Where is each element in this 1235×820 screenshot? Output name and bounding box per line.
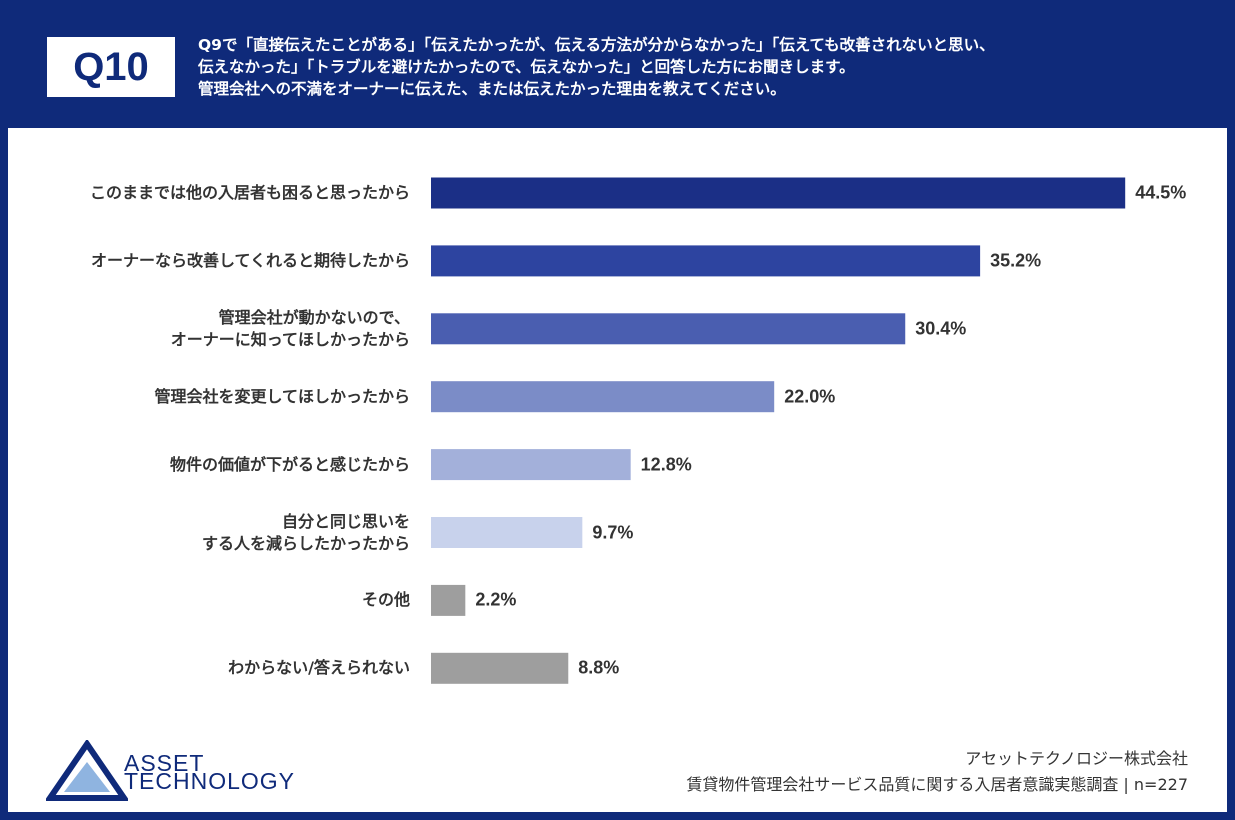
bar [431,381,775,413]
value-label: 12.8% [640,454,692,475]
value-label: 44.5% [1135,182,1187,203]
survey: 賃貸物件管理会社サービス品質に関する入居者意識実態調査 | n=227 [686,775,1188,794]
category-label: 物件の価値が下がると感じたから [169,454,410,474]
category-label: オーナーなら改善してくれると期待したから [90,250,410,270]
logo-text: TECHNOLOGY [124,768,296,794]
logo-mark [46,740,128,801]
value-label: 2.2% [475,589,517,610]
question-number: Q10 [47,37,175,97]
logo-text: ASSET [124,750,205,776]
bar [431,517,583,548]
question-text: Q9で「直接伝えたことがある」「伝えたかったが、伝える方法が分からなかった」「伝… [198,36,995,98]
category-label: わからない/答えられない [228,658,410,678]
value-label: 35.2% [990,250,1042,271]
bar [431,652,569,684]
bar [431,584,466,616]
bar [431,245,981,277]
bar [431,177,1126,209]
category-label: 管理会社を変更してほしかったから [154,386,410,406]
category-label: その他 [361,590,410,610]
value-label: 9.7% [592,522,634,542]
company: アセットテクノロジー株式会社 [965,749,1188,768]
bar [431,449,631,481]
category-label: このままでは他の入居者も困ると思ったから [89,183,410,202]
value-label: 30.4% [915,318,967,339]
source: アセットテクノロジー株式会社 賃貸物件管理会社サービス品質に関する入居者意識実態… [686,746,1188,798]
value-label: 8.8% [578,657,620,678]
value-label: 22.0% [784,386,836,407]
bar [431,313,906,345]
category-label: 自分と同じ思いを する人を減らしたかったから [201,511,410,553]
category-label: 管理会社が動かないので、 オーナーに知ってほしかったから [170,307,410,349]
